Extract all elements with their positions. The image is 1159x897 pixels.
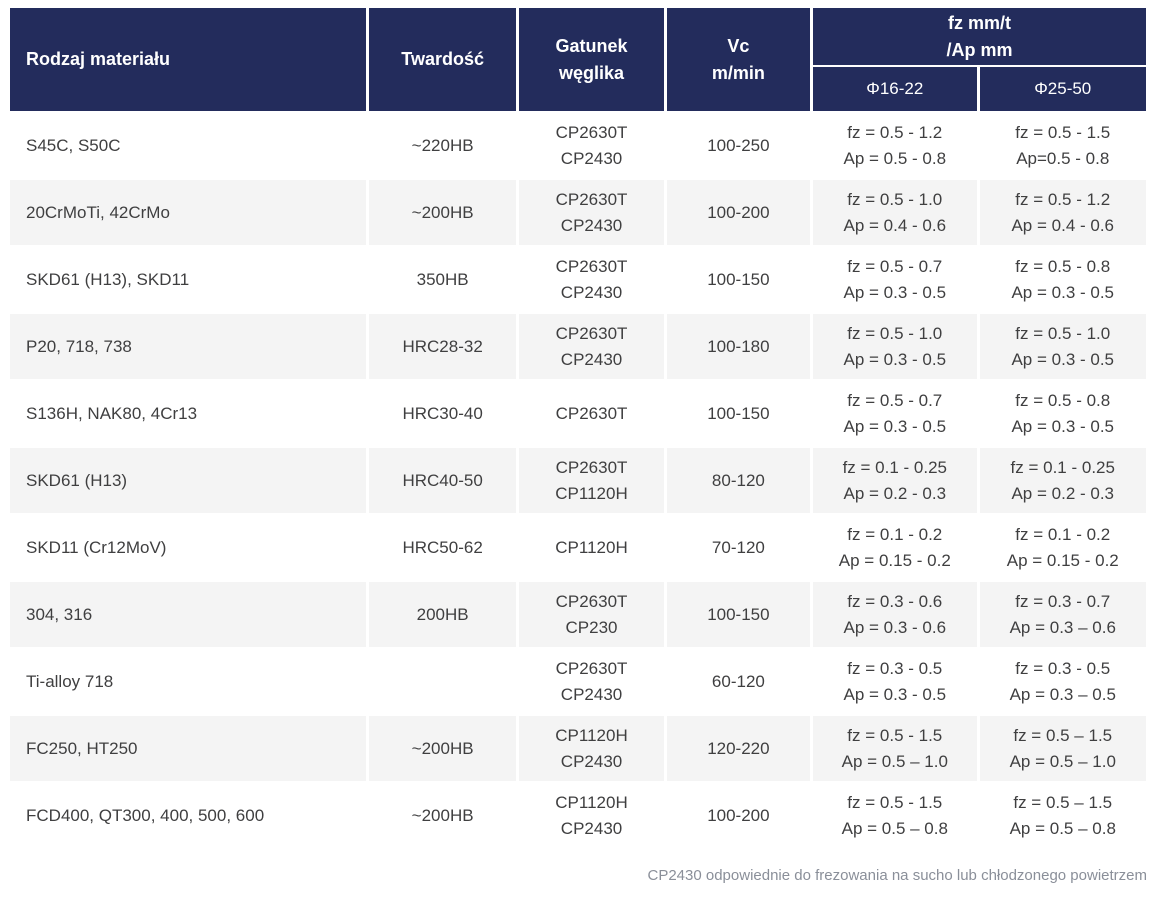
cell-phi16-22: fz = 0.5 - 1.0 Ap = 0.3 - 0.5 <box>813 314 977 379</box>
table-row: SKD11 (Cr12MoV) HRC50-62 CP1120H 70-120 … <box>10 515 1146 580</box>
cell-phi25-50: fz = 0.5 – 1.5 Ap = 0.5 – 0.8 <box>979 783 1146 848</box>
cell-vc: 80-120 <box>666 448 811 513</box>
cell-phi25-50: fz = 0.1 - 0.25 Ap = 0.2 - 0.3 <box>979 448 1146 513</box>
cell-grade: CP1120H CP2430 <box>519 783 664 848</box>
cell-vc: 100-250 <box>666 113 811 178</box>
cell-phi16-22: fz = 0.1 - 0.25 Ap = 0.2 - 0.3 <box>813 448 977 513</box>
table-row: 304, 316 200HB CP2630T CP230 100-150 fz … <box>10 582 1146 647</box>
table-row: 20CrMoTi, 42CrMo ~200HB CP2630T CP2430 1… <box>10 180 1146 245</box>
cell-hardness: 350HB <box>368 247 517 312</box>
cutting-parameters-table: Rodzaj materiału Twardość Gatunek węglik… <box>7 6 1149 850</box>
table-row: FCD400, QT300, 400, 500, 600 ~200HB CP11… <box>10 783 1146 848</box>
cell-phi25-50: fz = 0.5 - 1.0 Ap = 0.3 - 0.5 <box>979 314 1146 379</box>
header-row-sub: Φ16-22 Φ25-50 <box>10 67 1146 111</box>
cell-hardness: ~200HB <box>368 716 517 781</box>
cell-hardness: HRC30-40 <box>368 381 517 446</box>
cell-hardness: 200HB <box>368 582 517 647</box>
cell-hardness <box>368 649 517 714</box>
table-row: SKD61 (H13), SKD11 350HB CP2630T CP2430 … <box>10 247 1146 312</box>
cell-vc: 120-220 <box>666 716 811 781</box>
cell-hardness: ~200HB <box>368 180 517 245</box>
cell-phi16-22: fz = 0.5 - 0.7 Ap = 0.3 - 0.5 <box>813 381 977 446</box>
cell-hardness: ~200HB <box>368 783 517 848</box>
cell-phi16-22: fz = 0.5 - 1.0 Ap = 0.4 - 0.6 <box>813 180 977 245</box>
col-header-hardness: Twardość <box>368 8 517 111</box>
cell-phi25-50: fz = 0.5 - 0.8 Ap = 0.3 - 0.5 <box>979 247 1146 312</box>
table-row: SKD61 (H13) HRC40-50 CP2630T CP1120H 80-… <box>10 448 1146 513</box>
table-row: Ti-alloy 718 CP2630T CP2430 60-120 fz = … <box>10 649 1146 714</box>
cell-phi16-22: fz = 0.3 - 0.5 Ap = 0.3 - 0.5 <box>813 649 977 714</box>
cell-grade: CP2630T CP2430 <box>519 113 664 178</box>
table-row: FC250, HT250 ~200HB CP1120H CP2430 120-2… <box>10 716 1146 781</box>
cell-hardness: HRC40-50 <box>368 448 517 513</box>
table-row: P20, 718, 738 HRC28-32 CP2630T CP2430 10… <box>10 314 1146 379</box>
cell-vc: 100-180 <box>666 314 811 379</box>
table-header: Rodzaj materiału Twardość Gatunek węglik… <box>10 8 1146 111</box>
col-header-carbide-grade: Gatunek węglika <box>519 8 664 111</box>
cell-material: SKD11 (Cr12MoV) <box>10 515 366 580</box>
cell-grade: CP2630T CP2430 <box>519 180 664 245</box>
cell-grade: CP2630T CP230 <box>519 582 664 647</box>
cell-phi25-50: fz = 0.3 - 0.7 Ap = 0.3 – 0.6 <box>979 582 1146 647</box>
cell-vc: 100-200 <box>666 180 811 245</box>
cell-grade: CP2630T CP2430 <box>519 314 664 379</box>
cell-grade: CP2630T <box>519 381 664 446</box>
cell-grade: CP2630T CP2430 <box>519 649 664 714</box>
cell-vc: 100-150 <box>666 381 811 446</box>
col-header-phi16-22: Φ16-22 <box>813 67 977 111</box>
cell-material: Ti-alloy 718 <box>10 649 366 714</box>
cell-grade: CP2630T CP2430 <box>519 247 664 312</box>
cell-vc: 100-150 <box>666 582 811 647</box>
cell-phi25-50: fz = 0.5 – 1.5 Ap = 0.5 – 1.0 <box>979 716 1146 781</box>
col-header-phi25-50: Φ25-50 <box>979 67 1146 111</box>
cell-grade: CP1120H CP2430 <box>519 716 664 781</box>
cell-hardness: ~220HB <box>368 113 517 178</box>
cell-phi16-22: fz = 0.5 - 1.2 Ap = 0.5 - 0.8 <box>813 113 977 178</box>
table-row: S45C, S50C ~220HB CP2630T CP2430 100-250… <box>10 113 1146 178</box>
col-header-fz-ap-group: fz mm/t /Ap mm <box>813 8 1146 65</box>
cell-phi16-22: fz = 0.3 - 0.6 Ap = 0.3 - 0.6 <box>813 582 977 647</box>
table-row: S136H, NAK80, 4Cr13 HRC30-40 CP2630T 100… <box>10 381 1146 446</box>
cell-phi16-22: fz = 0.5 - 1.5 Ap = 0.5 – 1.0 <box>813 716 977 781</box>
cell-material: FCD400, QT300, 400, 500, 600 <box>10 783 366 848</box>
table-body: S45C, S50C ~220HB CP2630T CP2430 100-250… <box>10 113 1146 848</box>
cell-vc: 100-150 <box>666 247 811 312</box>
cell-phi25-50: fz = 0.5 - 1.5 Ap=0.5 - 0.8 <box>979 113 1146 178</box>
cell-material: P20, 718, 738 <box>10 314 366 379</box>
cell-material: S136H, NAK80, 4Cr13 <box>10 381 366 446</box>
cell-phi25-50: fz = 0.5 - 1.2 Ap = 0.4 - 0.6 <box>979 180 1146 245</box>
cell-material: S45C, S50C <box>10 113 366 178</box>
cell-phi25-50: fz = 0.5 - 0.8 Ap = 0.3 - 0.5 <box>979 381 1146 446</box>
table-footnote: CP2430 odpowiednie do frezowania na such… <box>647 867 1148 884</box>
header-row-main: Rodzaj materiału Twardość Gatunek węglik… <box>10 8 1146 111</box>
cell-vc: 70-120 <box>666 515 811 580</box>
cell-material: FC250, HT250 <box>10 716 366 781</box>
cell-material: SKD61 (H13) <box>10 448 366 513</box>
cell-vc: 60-120 <box>666 649 811 714</box>
col-header-vc: Vc m/min <box>666 8 811 111</box>
cell-phi25-50: fz = 0.3 - 0.5 Ap = 0.3 – 0.5 <box>979 649 1146 714</box>
cell-hardness: HRC28-32 <box>368 314 517 379</box>
cell-phi16-22: fz = 0.1 - 0.2 Ap = 0.15 - 0.2 <box>813 515 977 580</box>
cell-material: SKD61 (H13), SKD11 <box>10 247 366 312</box>
cell-hardness: HRC50-62 <box>368 515 517 580</box>
cell-phi16-22: fz = 0.5 - 1.5 Ap = 0.5 – 0.8 <box>813 783 977 848</box>
cell-vc: 100-200 <box>666 783 811 848</box>
cell-phi16-22: fz = 0.5 - 0.7 Ap = 0.3 - 0.5 <box>813 247 977 312</box>
cell-material: 20CrMoTi, 42CrMo <box>10 180 366 245</box>
cell-phi25-50: fz = 0.1 - 0.2 Ap = 0.15 - 0.2 <box>979 515 1146 580</box>
cell-grade: CP1120H <box>519 515 664 580</box>
cell-grade: CP2630T CP1120H <box>519 448 664 513</box>
col-header-material: Rodzaj materiału <box>10 8 366 111</box>
cell-material: 304, 316 <box>10 582 366 647</box>
